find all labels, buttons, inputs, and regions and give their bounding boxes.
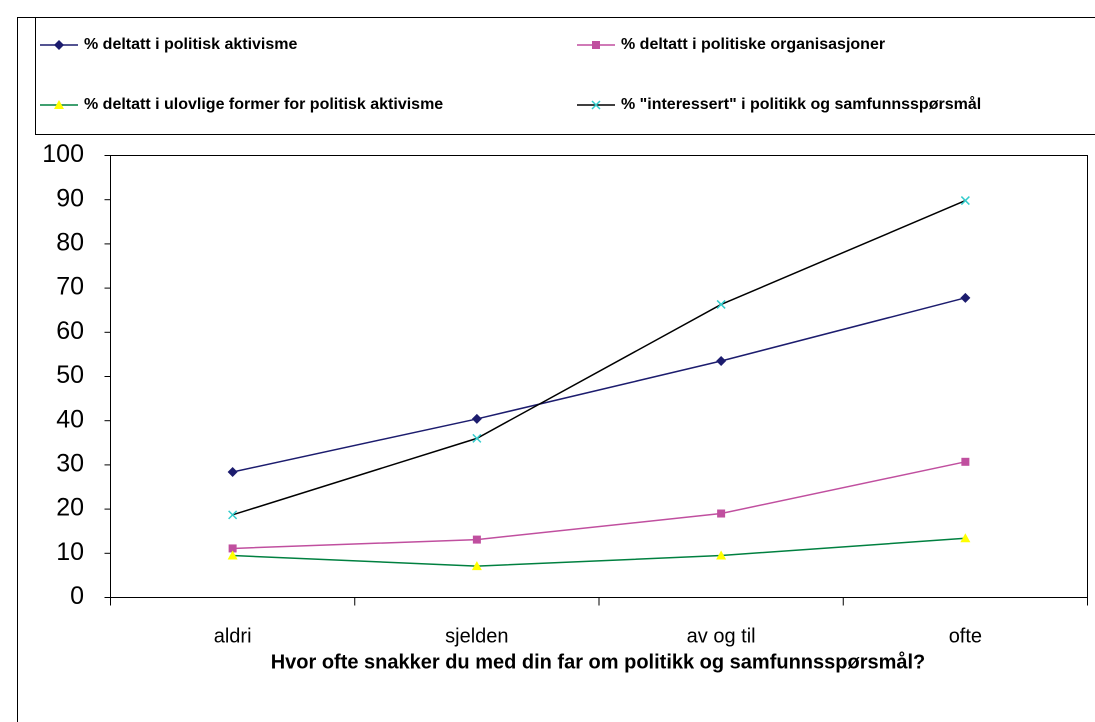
y-tick-label: 30 xyxy=(56,450,84,478)
point xyxy=(960,533,971,543)
x-tick-label: sjelden xyxy=(445,625,508,647)
point xyxy=(227,550,238,560)
series-line xyxy=(232,537,966,567)
y-tick-label: 20 xyxy=(56,494,84,522)
point xyxy=(228,544,237,553)
point xyxy=(717,509,726,518)
legend-label: % deltatt i ulovlige former for politisk… xyxy=(84,96,443,113)
y-tick-label: 80 xyxy=(56,229,84,257)
point xyxy=(472,535,481,544)
y-tick-label: 50 xyxy=(56,361,84,389)
y-tick-label: 70 xyxy=(56,273,84,301)
x-axis-title: Hvor ofte snakker du med din far om poli… xyxy=(271,650,926,673)
point xyxy=(961,457,970,466)
legend-label: % "interessert" i politikk og samfunnssp… xyxy=(621,95,981,113)
legend-label: % deltatt i politiske organisasjoner xyxy=(621,36,885,53)
point xyxy=(228,510,238,520)
point xyxy=(716,356,727,367)
legend-marker xyxy=(54,40,64,50)
x-tick-label: av og til xyxy=(687,625,756,647)
legend-label: % deltatt i politisk aktivisme xyxy=(84,36,298,53)
point xyxy=(960,196,970,206)
point xyxy=(227,466,238,477)
point xyxy=(471,561,482,571)
point xyxy=(716,299,726,309)
y-tick-label: 40 xyxy=(56,405,84,433)
y-tick-label: 90 xyxy=(56,184,84,212)
x-tick-label: aldri xyxy=(214,625,252,647)
point xyxy=(472,433,482,443)
legend-marker xyxy=(54,100,64,109)
y-tick-label: 10 xyxy=(56,538,84,566)
series-line xyxy=(232,461,966,550)
legend-marker xyxy=(592,41,600,49)
point xyxy=(960,292,971,303)
plot-area xyxy=(110,155,1088,598)
x-tick-label: ofte xyxy=(949,625,982,647)
point xyxy=(471,413,482,424)
y-tick-label: 100 xyxy=(42,140,84,168)
series-line xyxy=(232,297,966,473)
point xyxy=(716,550,727,560)
series-line xyxy=(232,199,966,516)
legend-box xyxy=(35,17,1095,135)
legend-marker xyxy=(591,100,601,110)
y-tick-label: 0 xyxy=(70,582,84,610)
y-tick-label: 60 xyxy=(56,317,84,345)
